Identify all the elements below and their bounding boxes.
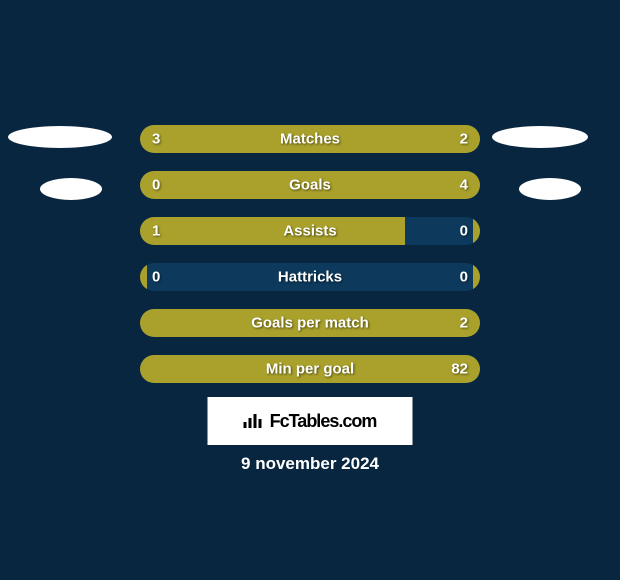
stat-row: 0 0 Hattricks (140, 263, 480, 291)
stat-value-right: 2 (460, 131, 468, 148)
stat-fill-left (140, 217, 405, 245)
date-text: 9 november 2024 (0, 454, 620, 474)
stat-row: 0 4 Goals (140, 171, 480, 199)
stat-label: Assists (283, 223, 336, 240)
brand-text: FcTables.com (270, 411, 377, 432)
stat-label: Min per goal (266, 361, 354, 378)
stat-value-right: 0 (460, 223, 468, 240)
brand-bars-icon (244, 414, 262, 428)
stat-label: Matches (280, 131, 340, 148)
stat-value-right: 0 (460, 269, 468, 286)
stat-fill-right (473, 217, 480, 245)
stat-fill-right (201, 171, 480, 199)
brand-box: FcTables.com (208, 397, 413, 445)
avatar-ellipse (492, 126, 588, 148)
stat-row: 2 Goals per match (140, 309, 480, 337)
stats-rows: 3 2 Matches 0 4 Goals 1 0 Assists 0 0 Hattricks 2 Goa… (140, 125, 480, 401)
stat-label: Hattricks (278, 269, 342, 286)
stat-value-left: 0 (152, 269, 160, 286)
stat-label: Goals (289, 177, 331, 194)
avatar-ellipse (40, 178, 102, 200)
avatar-ellipse (519, 178, 581, 200)
stat-row: 3 2 Matches (140, 125, 480, 153)
stat-value-left: 3 (152, 131, 160, 148)
stat-fill-left (140, 263, 147, 291)
stat-value-left: 1 (152, 223, 160, 240)
stat-fill-left (140, 171, 201, 199)
stat-value-right: 2 (460, 315, 468, 332)
stat-label: Goals per match (251, 315, 369, 332)
stat-fill-left (140, 355, 147, 383)
stat-fill-left (140, 309, 147, 337)
stat-value-left: 0 (152, 177, 160, 194)
avatar-ellipse (8, 126, 112, 148)
stat-fill-right (473, 263, 480, 291)
stat-value-right: 4 (460, 177, 468, 194)
stat-value-right: 82 (451, 361, 468, 378)
stat-row: 1 0 Assists (140, 217, 480, 245)
stat-row: 82 Min per goal (140, 355, 480, 383)
